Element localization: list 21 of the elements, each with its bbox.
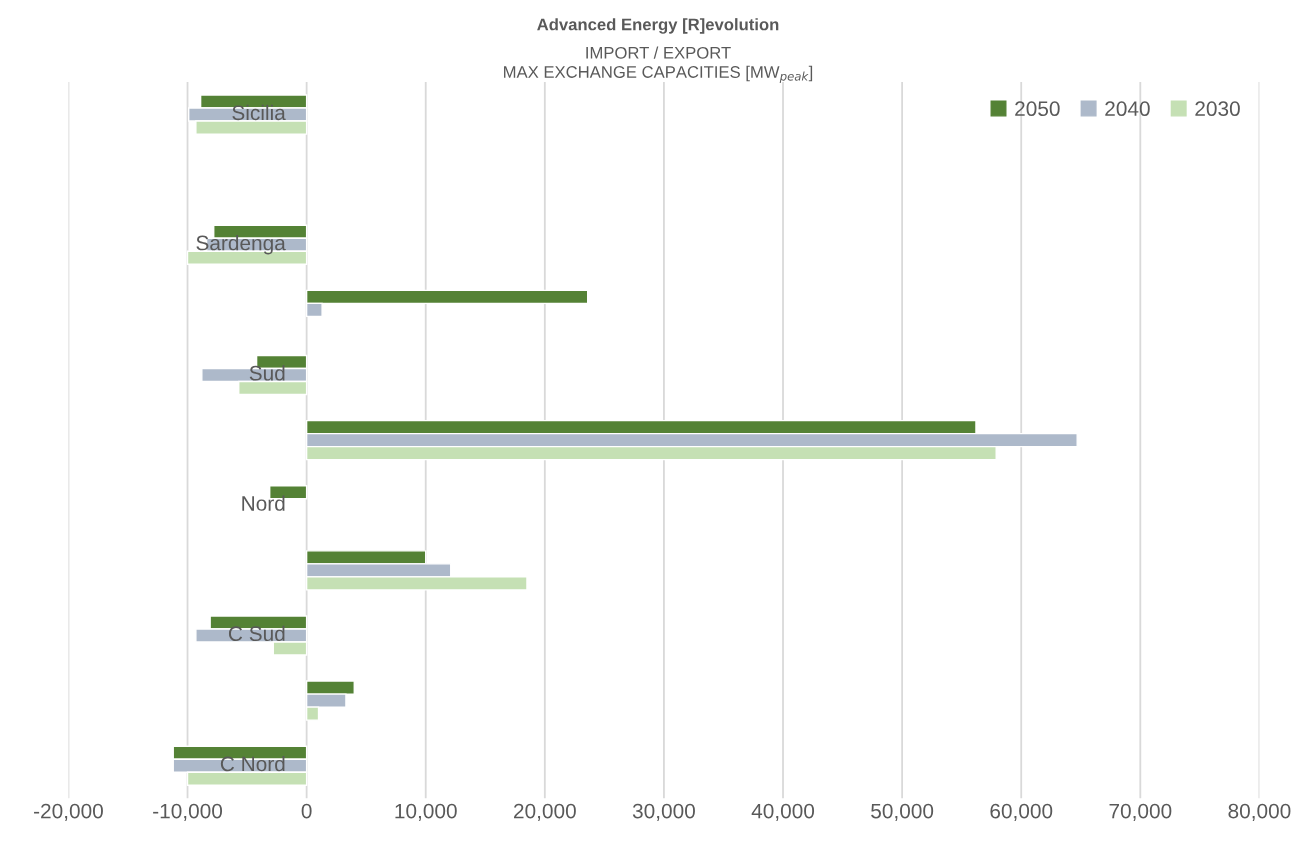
x-tick-label: 70,000 <box>1109 803 1172 821</box>
y-tick-label: C Sud <box>228 625 285 642</box>
x-tick-label: 0 <box>301 803 312 819</box>
legend-label: 2030 <box>1195 101 1240 117</box>
x-tick-label: -10,000 <box>153 803 223 821</box>
y-tick-label: Sicilia <box>232 104 286 121</box>
chart-subtitle: IMPORT / EXPORT MAX EXCHANGE CAPACITIES [MW$_{peak}$] <box>504 46 813 83</box>
x-tick-label: 30,000 <box>632 803 695 821</box>
x-tick-label: 10,000 <box>395 803 457 821</box>
x-tick-label: 50,000 <box>871 803 934 821</box>
x-tick-label: 40,000 <box>751 803 815 821</box>
chart-title: Advanced Energy [R]evolution <box>537 18 779 34</box>
legend-label: 2040 <box>1105 101 1150 117</box>
y-tick-label: Sud <box>249 365 285 381</box>
x-tick-label: 20,000 <box>514 803 576 821</box>
x-tick-label: -20,000 <box>34 803 103 821</box>
x-tick-label: 60,000 <box>990 803 1053 821</box>
y-tick-label: Nord <box>242 495 285 511</box>
y-tick-label: C Nord <box>220 756 285 772</box>
legend-label: 2050 <box>1015 101 1060 117</box>
x-tick-label: 80,000 <box>1228 803 1291 821</box>
